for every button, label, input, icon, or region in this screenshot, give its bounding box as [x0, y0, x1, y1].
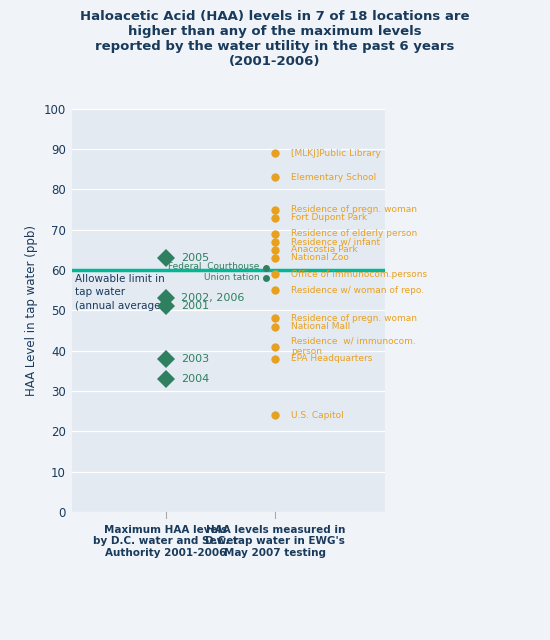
Text: Residence of elderly person: Residence of elderly person: [291, 229, 417, 238]
Text: National Mall: National Mall: [291, 322, 350, 331]
Text: 2005: 2005: [182, 253, 210, 263]
Text: Anacostia Park: Anacostia Park: [291, 245, 358, 255]
Text: Residence w/ woman of repo.: Residence w/ woman of repo.: [291, 285, 424, 295]
Text: HAA levels measured in
D.C. tap water in EWG's
May 2007 testing: HAA levels measured in D.C. tap water in…: [205, 525, 345, 558]
Text: Residence w/ infant: Residence w/ infant: [291, 237, 380, 246]
Text: U.S. Capitol: U.S. Capitol: [291, 411, 344, 420]
Text: 2004: 2004: [182, 374, 210, 384]
Text: EPA Headquarters: EPA Headquarters: [291, 355, 372, 364]
Text: Haloacetic Acid (HAA) levels in 7 of 18 locations are
higher than any of the max: Haloacetic Acid (HAA) levels in 7 of 18 …: [80, 10, 470, 68]
Text: Fort Dupont Park: Fort Dupont Park: [291, 213, 367, 222]
Text: Allowable limit in
tap water
(annual average): Allowable limit in tap water (annual ave…: [75, 274, 164, 310]
Text: Elementary School: Elementary School: [291, 173, 376, 182]
Text: Federal  Courthouse
Union tation: Federal Courthouse Union tation: [168, 262, 260, 282]
Text: Residence  w/ immunocom.
person: Residence w/ immunocom. person: [291, 337, 416, 356]
Text: [MLKJ]Public Library: [MLKJ]Public Library: [291, 148, 381, 157]
Text: 2002, 2006: 2002, 2006: [182, 293, 245, 303]
Text: Residence of pregn. woman: Residence of pregn. woman: [291, 314, 417, 323]
Text: Residence of pregn. woman: Residence of pregn. woman: [291, 205, 417, 214]
Text: Office of immunocom.persons: Office of immunocom.persons: [291, 269, 427, 278]
Text: Maximum HAA levels
by D.C. water and Sewer
Authority 2001-2006: Maximum HAA levels by D.C. water and Sew…: [93, 525, 238, 558]
Text: 2001: 2001: [182, 301, 210, 312]
Text: National Zoo: National Zoo: [291, 253, 349, 262]
Y-axis label: HAA Level in tap water (ppb): HAA Level in tap water (ppb): [25, 225, 38, 396]
Text: 2003: 2003: [182, 354, 210, 364]
